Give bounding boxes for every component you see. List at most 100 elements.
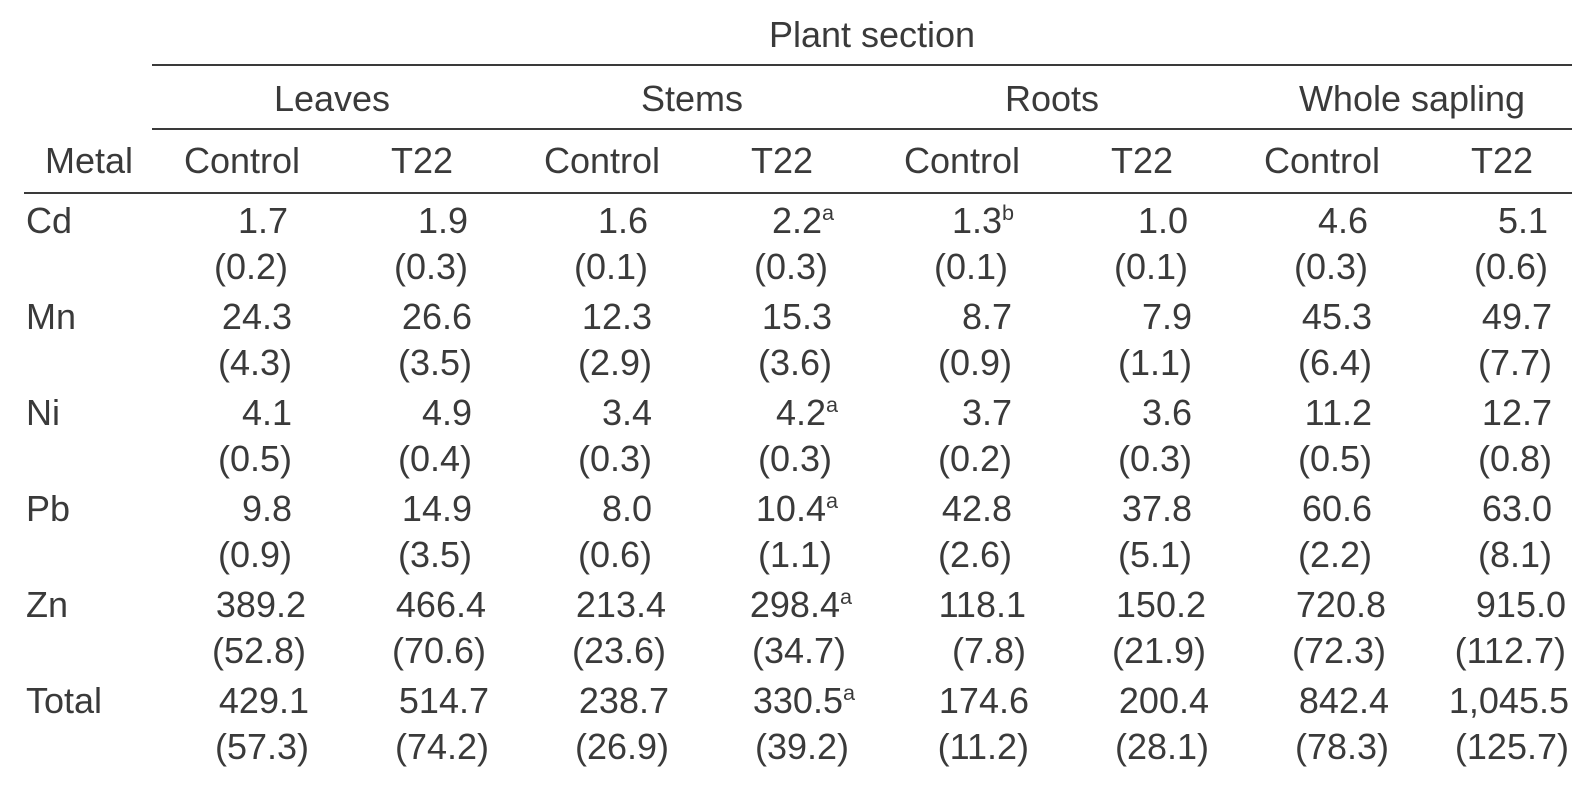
table-row: (52.8)(70.6)(23.6)(34.7)(7.8)(21.9)(72.3… — [24, 626, 1572, 674]
treatment-label: Control — [544, 140, 660, 181]
super-header-label: Plant section — [769, 14, 975, 55]
se-cell: (0.2) — [152, 242, 332, 290]
se-cell: (4.3) — [152, 338, 332, 386]
cell-value: 42.8 — [912, 488, 1012, 530]
cell-se: (74.2) — [355, 726, 489, 768]
table-body: Cd1.71.91.62.2a1.3b1.04.65.1(0.2)(0.3)(0… — [24, 194, 1572, 770]
cell-superscript: b — [1002, 200, 1014, 225]
cell-value: 200.4 — [1075, 680, 1209, 722]
se-cell: (70.6) — [332, 626, 512, 674]
cell-value: 1,045.5 — [1435, 680, 1569, 722]
cell-value: 12.3 — [552, 296, 652, 338]
cell-se: (0.6) — [552, 534, 652, 576]
cell-superscript: a — [826, 488, 838, 513]
table-row: Zn389.2466.4213.4298.4a118.1150.2720.891… — [24, 578, 1572, 626]
se-cell: (1.1) — [1052, 338, 1232, 386]
value-cell: 1,045.5 — [1412, 674, 1572, 722]
cell-se: (1.1) — [732, 534, 832, 576]
cell-se: (0.5) — [1272, 438, 1372, 480]
treatment-label: T22 — [1111, 140, 1173, 181]
value-cell: 389.2 — [152, 578, 332, 626]
se-cell: (2.2) — [1232, 530, 1412, 578]
metal-name — [24, 434, 152, 482]
se-cell: (0.1) — [512, 242, 692, 290]
se-cell: (0.6) — [512, 530, 692, 578]
se-cell: (5.1) — [1052, 530, 1232, 578]
value-cell: 2.2a — [692, 194, 872, 242]
value-cell: 5.1 — [1412, 194, 1572, 242]
value-cell: 12.7 — [1412, 386, 1572, 434]
se-cell: (39.2) — [692, 722, 872, 770]
value-cell: 4.2a — [692, 386, 872, 434]
se-cell: (0.3) — [1052, 434, 1232, 482]
table-row: Ni4.14.93.44.2a3.73.611.212.7 — [24, 386, 1572, 434]
section-name: Roots — [1005, 78, 1099, 119]
cell-value: 26.6 — [372, 296, 472, 338]
cell-se: (1.1) — [1092, 342, 1192, 384]
value-cell: 330.5a — [692, 674, 872, 722]
cell-value: 63.0 — [1452, 488, 1552, 530]
cell-value: 1.6 — [556, 200, 648, 242]
cell-value: 3.4 — [552, 392, 652, 434]
cell-value: 429.1 — [175, 680, 309, 722]
cell-se: (0.2) — [196, 246, 288, 288]
cell-se: (0.4) — [372, 438, 472, 480]
value-cell: 238.7 — [512, 674, 692, 722]
cell-se: (72.3) — [1258, 630, 1386, 672]
treatment-label: T22 — [751, 140, 813, 181]
value-cell: 1.9 — [332, 194, 512, 242]
se-cell: (3.5) — [332, 338, 512, 386]
se-cell: (28.1) — [1052, 722, 1232, 770]
metal-name: Mn — [24, 290, 152, 338]
cell-value: 45.3 — [1272, 296, 1372, 338]
cell-se: (7.8) — [898, 630, 1026, 672]
value-cell: 11.2 — [1232, 386, 1412, 434]
se-cell: (0.3) — [692, 434, 872, 482]
cell-value: 14.9 — [372, 488, 472, 530]
treatment-label: Control — [904, 140, 1020, 181]
cell-se: (0.3) — [1276, 246, 1368, 288]
cell-se: (8.1) — [1452, 534, 1552, 576]
cell-value: 720.8 — [1258, 584, 1386, 626]
value-cell: 10.4a — [692, 482, 872, 530]
cell-se: (5.1) — [1092, 534, 1192, 576]
cell-se: (26.9) — [535, 726, 669, 768]
value-cell: 1.0 — [1052, 194, 1232, 242]
value-cell: 24.3 — [152, 290, 332, 338]
cell-value: 1.9 — [376, 200, 468, 242]
se-cell: (0.8) — [1412, 434, 1572, 482]
cell-value: 2.2 — [730, 200, 822, 242]
cell-se: (34.7) — [718, 630, 846, 672]
cell-value: 5.1 — [1456, 200, 1548, 242]
value-cell: 1.3b — [872, 194, 1052, 242]
value-cell: 118.1 — [872, 578, 1052, 626]
super-header-row: Plant section — [24, 14, 1572, 64]
value-cell: 466.4 — [332, 578, 512, 626]
treatment-label: Control — [1264, 140, 1380, 181]
value-cell: 49.7 — [1412, 290, 1572, 338]
value-cell: 15.3 — [692, 290, 872, 338]
cell-se: (0.9) — [192, 534, 292, 576]
cell-se: (57.3) — [175, 726, 309, 768]
cell-value: 49.7 — [1452, 296, 1552, 338]
se-cell: (0.3) — [1232, 242, 1412, 290]
cell-se: (4.3) — [192, 342, 292, 384]
cell-value: 514.7 — [355, 680, 489, 722]
cell-se: (0.9) — [912, 342, 1012, 384]
cell-se: (23.6) — [538, 630, 666, 672]
cell-se: (0.3) — [1092, 438, 1192, 480]
cell-se: (28.1) — [1075, 726, 1209, 768]
se-cell: (72.3) — [1232, 626, 1412, 674]
cell-value: 24.3 — [192, 296, 292, 338]
se-cell: (2.9) — [512, 338, 692, 386]
table-row: (57.3)(74.2)(26.9)(39.2)(11.2)(28.1)(78.… — [24, 722, 1572, 770]
se-cell: (0.1) — [872, 242, 1052, 290]
value-cell: 1.6 — [512, 194, 692, 242]
value-cell: 150.2 — [1052, 578, 1232, 626]
se-cell: (57.3) — [152, 722, 332, 770]
cell-superscript: a — [826, 392, 838, 417]
value-cell: 9.8 — [152, 482, 332, 530]
se-cell: (21.9) — [1052, 626, 1232, 674]
cell-value: 1.0 — [1096, 200, 1188, 242]
metal-name — [24, 722, 152, 770]
